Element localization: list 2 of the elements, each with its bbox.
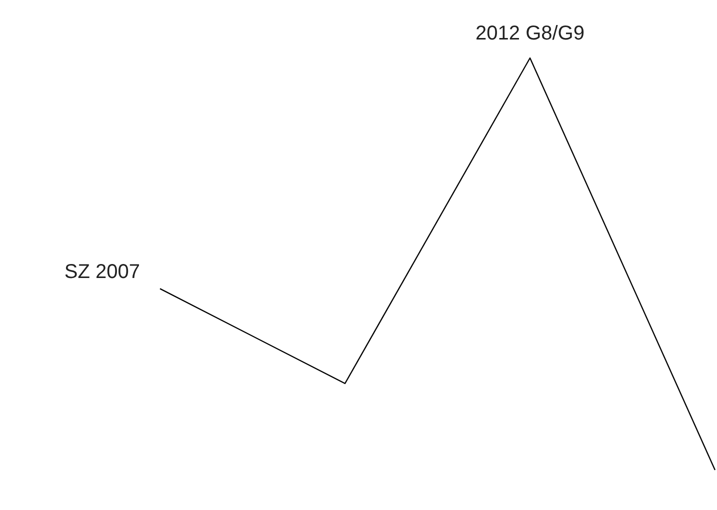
x-tick-label: 2012 G8/G9	[476, 22, 584, 45]
x-tick-label: SZ 2007	[64, 261, 140, 284]
